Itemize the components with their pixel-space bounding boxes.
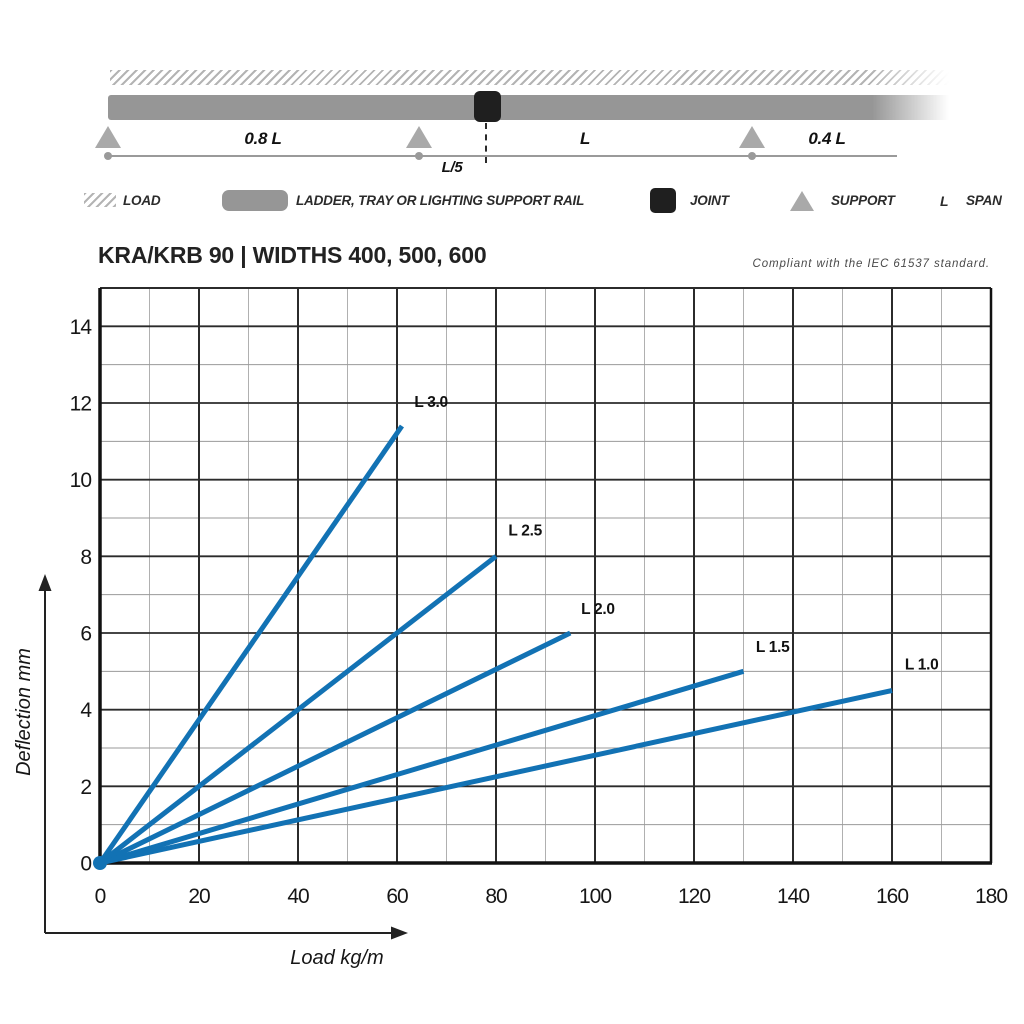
legend-label-joint: JOINT: [690, 193, 729, 208]
legend-label-load: LOAD: [123, 193, 161, 208]
span-letter: L: [940, 193, 949, 209]
compliance-note: Compliant with the IEC 61537 standard.: [752, 258, 990, 270]
legend-label-support: SUPPORT: [831, 193, 895, 208]
dimension-dot: [415, 152, 423, 160]
span-label-l5: L/5: [441, 159, 463, 176]
legend-label-rail: LADDER, TRAY OR LIGHTING SUPPORT RAIL: [296, 193, 585, 208]
y-tick-label: 12: [70, 393, 92, 416]
series-line-l-1.5: [99, 668, 745, 866]
y-axis-arrow-head: [38, 574, 52, 591]
y-tick-label: 4: [80, 699, 92, 722]
y-tick-label: 8: [80, 546, 91, 569]
y-tick-label: 6: [80, 623, 91, 646]
y-tick-label: 10: [70, 469, 92, 492]
legend-label-span: SPAN: [966, 193, 1002, 208]
x-tick-label: 0: [95, 885, 106, 908]
x-tick-label: 80: [485, 885, 507, 908]
x-tick-label: 180: [975, 885, 1007, 908]
origin-dot: [93, 856, 107, 870]
series-label-l-1.0: L 1.0: [905, 656, 939, 673]
dimension-dot: [748, 152, 756, 160]
rail-bar-icon: [222, 190, 288, 211]
support-triangle-icon: [790, 191, 814, 211]
span-label-04l: 0.4 L: [808, 129, 846, 148]
x-tick-label: 140: [777, 885, 809, 908]
x-tick-label: 20: [188, 885, 210, 908]
joint-dashed-line: [485, 123, 487, 163]
series-label-l-3.0: L 3.0: [414, 394, 448, 411]
support-icon: [95, 126, 121, 148]
x-axis-label: Load kg/m: [290, 947, 383, 969]
y-tick-label: 14: [70, 316, 93, 339]
load-hatch-strip: [110, 70, 958, 85]
series-label-l-2.0: L 2.0: [581, 601, 615, 618]
joint-icon: [474, 91, 501, 122]
joint-square-icon: [650, 188, 676, 213]
support-rail-beam: [108, 95, 958, 120]
series-label-l-2.5: L 2.5: [508, 522, 542, 539]
dimension-line: [108, 155, 897, 157]
support-icon: [739, 126, 765, 148]
x-tick-label: 120: [678, 885, 710, 908]
span-label-l: L: [579, 129, 591, 148]
span-label-08l: 0.8 L: [244, 129, 282, 148]
x-tick-label: 100: [579, 885, 611, 908]
series-label-l-1.5: L 1.5: [756, 639, 790, 656]
x-tick-label: 40: [287, 885, 309, 908]
x-axis-arrow-head: [391, 926, 408, 940]
series-line-l-1.0: [99, 688, 893, 866]
x-tick-label: 60: [386, 885, 408, 908]
series-line-l-3.0: [97, 424, 405, 865]
y-tick-label: 2: [80, 776, 91, 799]
load-hatch-icon: [84, 193, 116, 207]
dimension-dot: [104, 152, 112, 160]
series-line-l-2.0: [98, 630, 572, 866]
series-line-l-2.5: [98, 554, 498, 865]
y-axis-label: Deflection mm: [13, 648, 35, 776]
support-icon: [406, 126, 432, 148]
x-tick-label: 160: [876, 885, 908, 908]
page-title: KRA/KRB 90 | WIDTHS 400, 500, 600: [98, 242, 487, 268]
y-tick-label: 0: [80, 853, 91, 876]
beam-fade: [872, 62, 968, 124]
